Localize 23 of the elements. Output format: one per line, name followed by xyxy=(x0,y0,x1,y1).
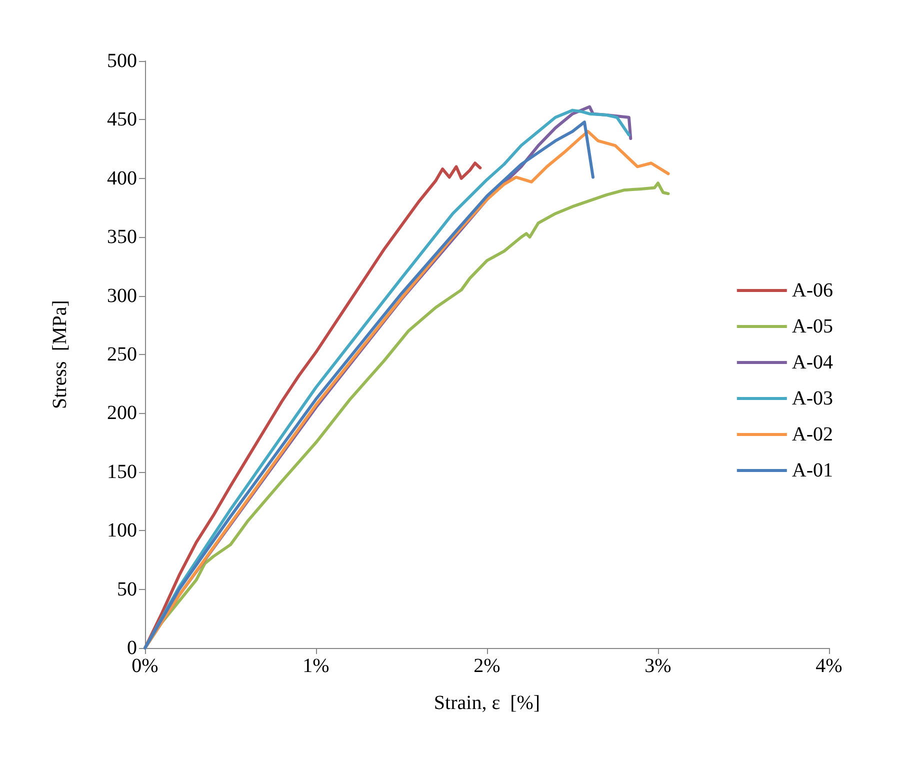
y-tick-label: 200 xyxy=(107,402,137,424)
x-tick-label: 3% xyxy=(644,655,672,677)
x-axis-title: Strain, ε [%] xyxy=(434,692,540,714)
x-tick-label: 2% xyxy=(474,655,500,677)
y-tick-label: 450 xyxy=(107,108,137,131)
y-tick-label: 300 xyxy=(107,284,137,307)
legend-label: A-03 xyxy=(792,388,834,410)
y-tick-label: 350 xyxy=(107,226,137,248)
y-tick-label: 500 xyxy=(107,50,137,72)
y-tick-label: 250 xyxy=(107,344,137,366)
legend-label: A-01 xyxy=(792,460,834,482)
legend-label: A-02 xyxy=(792,424,834,446)
y-axis-title: Stress [MPa] xyxy=(49,300,71,409)
y-tick-label: 50 xyxy=(117,578,137,600)
x-tick-label: 4% xyxy=(816,655,842,677)
legend-label: A-06 xyxy=(792,280,834,302)
y-tick-label: 400 xyxy=(107,167,137,190)
legend-label: A-04 xyxy=(792,352,834,374)
line-series xyxy=(144,162,482,650)
y-tick-label: 150 xyxy=(107,460,137,483)
x-tick-label: 1% xyxy=(302,655,330,677)
legend-label: A-05 xyxy=(792,316,834,338)
y-tick-label: 100 xyxy=(107,520,137,542)
